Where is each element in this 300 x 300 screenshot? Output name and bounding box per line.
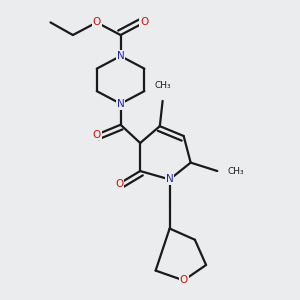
Text: O: O: [93, 17, 101, 27]
Text: O: O: [115, 179, 123, 189]
Text: N: N: [166, 174, 173, 184]
Text: N: N: [117, 51, 124, 61]
Text: O: O: [140, 17, 148, 27]
Text: N: N: [117, 99, 124, 109]
Text: CH₃: CH₃: [227, 167, 244, 176]
Text: CH₃: CH₃: [154, 81, 171, 90]
Text: O: O: [93, 130, 101, 140]
Text: O: O: [179, 275, 188, 285]
